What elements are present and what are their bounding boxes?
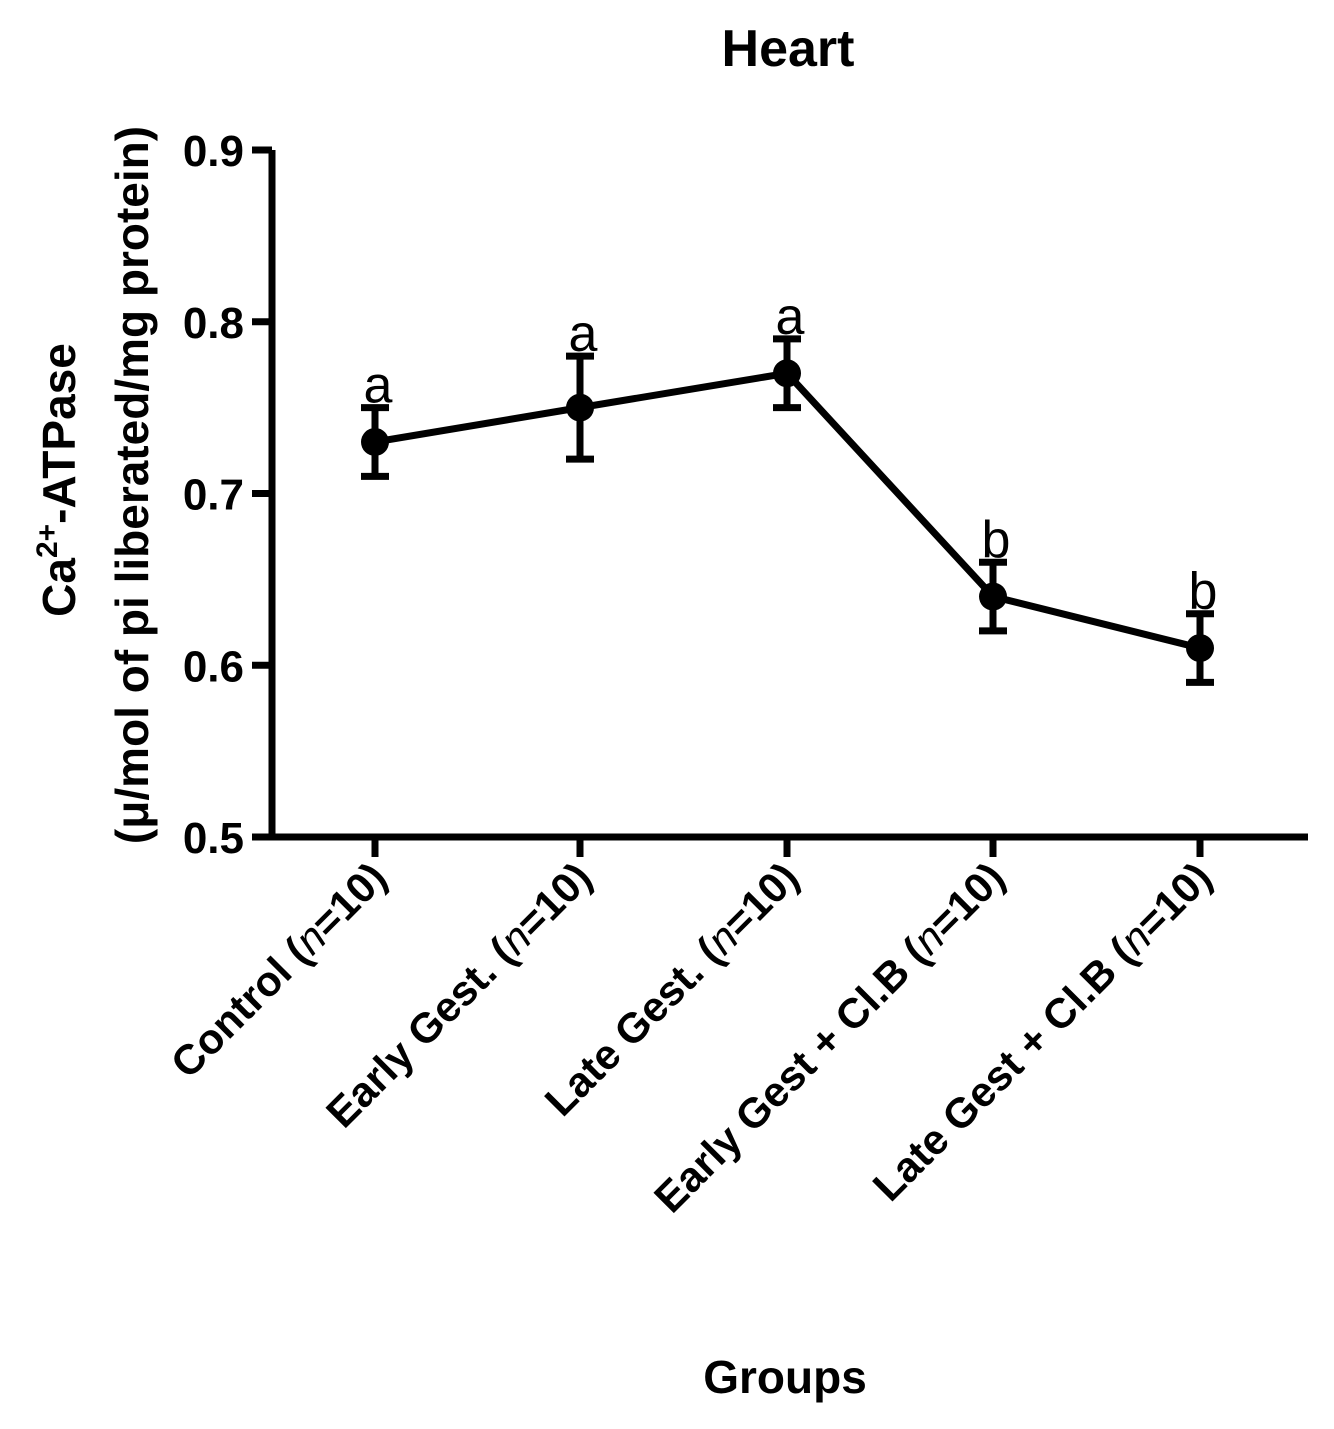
y-ticks: 0.5 0.6 0.7 0.8 0.9 xyxy=(183,127,272,863)
y-tick-label: 0.6 xyxy=(183,642,244,691)
significance-label: b xyxy=(982,511,1011,569)
x-ticks xyxy=(371,837,1204,857)
x-tick-label-name: Late Gest. ( xyxy=(536,930,731,1125)
svg-text:Ca2+-ATPase: Ca2+-ATPase xyxy=(31,343,85,617)
y-axis-title-superscript: 2+ xyxy=(31,524,64,558)
data-point xyxy=(566,393,594,422)
y-tick-label: 0.9 xyxy=(183,127,244,176)
significance-label: a xyxy=(776,288,805,346)
data-point xyxy=(979,582,1007,611)
data-point xyxy=(773,359,801,388)
y-axis-title-prefix: Ca xyxy=(33,558,85,617)
x-tick-label: Control (n=10) xyxy=(162,853,396,1087)
category-labels: Control (n=10)Early Gest. (n=10)Late Ges… xyxy=(162,853,1221,1221)
data-point xyxy=(1186,634,1214,663)
y-axis-title-units: (μ/mol of pi liberated/mg protein) xyxy=(106,126,158,844)
x-tick-label: Early Gest + Cl.B (n=10) xyxy=(645,853,1013,1221)
chart-title: Heart xyxy=(722,20,855,78)
significance-label: b xyxy=(1189,563,1218,621)
x-tick-label-name: Control ( xyxy=(162,930,319,1087)
series-line-path xyxy=(374,369,1201,652)
y-tick-label: 0.5 xyxy=(183,814,244,863)
y-tick-label: 0.8 xyxy=(183,299,244,348)
x-tick-label: Late Gest + Cl.B (n=10) xyxy=(864,853,1221,1210)
y-tick-label: 0.7 xyxy=(183,471,244,520)
x-axis-title: Groups xyxy=(703,1351,867,1403)
series-line: a a a b b xyxy=(361,288,1218,686)
y-axis-title-suffix: -ATPase xyxy=(33,343,85,524)
y-axis-title: Ca2+-ATPase xyxy=(31,343,85,617)
x-tick-label-name: Early Gest. ( xyxy=(317,930,524,1137)
significance-label: a xyxy=(569,305,598,363)
axes xyxy=(268,150,1308,841)
data-point xyxy=(361,427,389,456)
significance-label: a xyxy=(364,357,393,415)
